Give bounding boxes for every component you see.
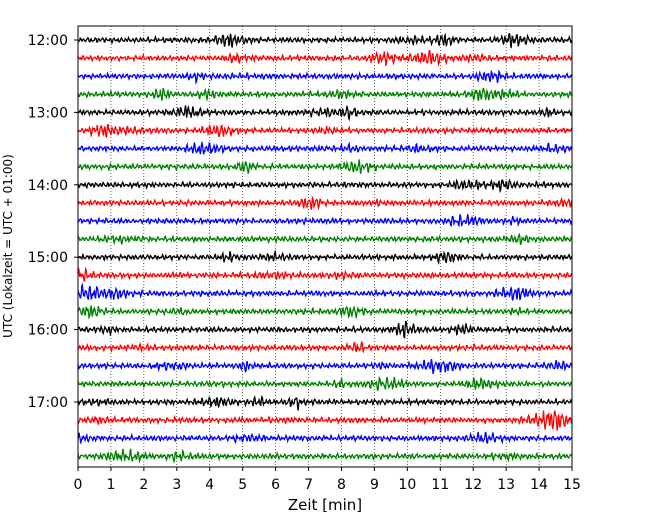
y-tick-label: 14:00 xyxy=(28,178,68,194)
x-tick-label: 1 xyxy=(106,477,115,493)
trace-1600 xyxy=(77,320,573,340)
x-tick-label: 12 xyxy=(464,477,482,493)
x-tick-label: 11 xyxy=(431,477,449,493)
trace-1645 xyxy=(77,376,573,391)
trace-1730 xyxy=(77,431,573,445)
x-tick-label: 15 xyxy=(563,477,581,493)
trace-1330 xyxy=(77,140,573,155)
x-tick-label: 3 xyxy=(172,477,181,493)
trace-1545 xyxy=(77,304,573,320)
x-axis: 0 1 2 3 4 5 6 7 8 9 10 11 12 13 14 15 xyxy=(74,467,581,493)
y-tick-label: 13:00 xyxy=(28,105,68,121)
trace-1615 xyxy=(77,340,573,354)
x-tick-label: 13 xyxy=(497,477,515,493)
plot-frame xyxy=(77,25,573,468)
x-tick-label: 5 xyxy=(238,477,247,493)
x-tick-label: 7 xyxy=(304,477,313,493)
trace-1630 xyxy=(77,358,573,375)
x-tick-label: 6 xyxy=(271,477,280,493)
y-tick-label: 16:00 xyxy=(28,323,68,339)
trace-1745 xyxy=(77,448,573,464)
y-tick-label: 15:00 xyxy=(28,250,68,266)
x-tick-label: 9 xyxy=(370,477,379,493)
trace-1215 xyxy=(77,49,573,67)
y-tick-label: 17:00 xyxy=(28,395,68,411)
y-tick-label: 12:00 xyxy=(28,33,68,49)
trace-1400 xyxy=(77,178,573,194)
y-axis: 12:00 13:00 14:00 15:00 16:00 17:00 xyxy=(28,33,78,411)
x-tick-label: 14 xyxy=(530,477,548,493)
trace-1700 xyxy=(77,394,573,411)
trace-1300 xyxy=(77,104,573,122)
y-axis-title: UTC (Lokalzeit = UTC + 01:00) xyxy=(1,154,15,338)
trace-1715 xyxy=(77,410,573,431)
trace-1515 xyxy=(77,266,573,283)
x-tick-label: 8 xyxy=(337,477,346,493)
x-tick-label: 2 xyxy=(139,477,148,493)
x-tick-label: 10 xyxy=(398,477,416,493)
x-tick-label: 4 xyxy=(205,477,214,493)
trace-1430 xyxy=(77,213,573,228)
x-tick-label: 0 xyxy=(74,477,83,493)
trace-1530 xyxy=(77,282,573,301)
trace-1415 xyxy=(77,195,573,211)
trace-1500 xyxy=(77,249,573,266)
seismic-traces xyxy=(77,32,573,464)
x-axis-title: Zeit [min] xyxy=(288,496,362,514)
trace-1315 xyxy=(77,123,573,139)
trace-1200 xyxy=(77,32,573,49)
trace-1245 xyxy=(77,87,573,102)
trace-1345 xyxy=(77,159,573,174)
trace-1230 xyxy=(77,69,573,85)
trace-1445 xyxy=(77,232,573,246)
